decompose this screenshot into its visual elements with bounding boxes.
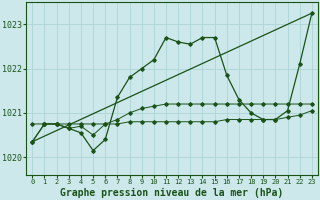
X-axis label: Graphe pression niveau de la mer (hPa): Graphe pression niveau de la mer (hPa) xyxy=(60,188,284,198)
